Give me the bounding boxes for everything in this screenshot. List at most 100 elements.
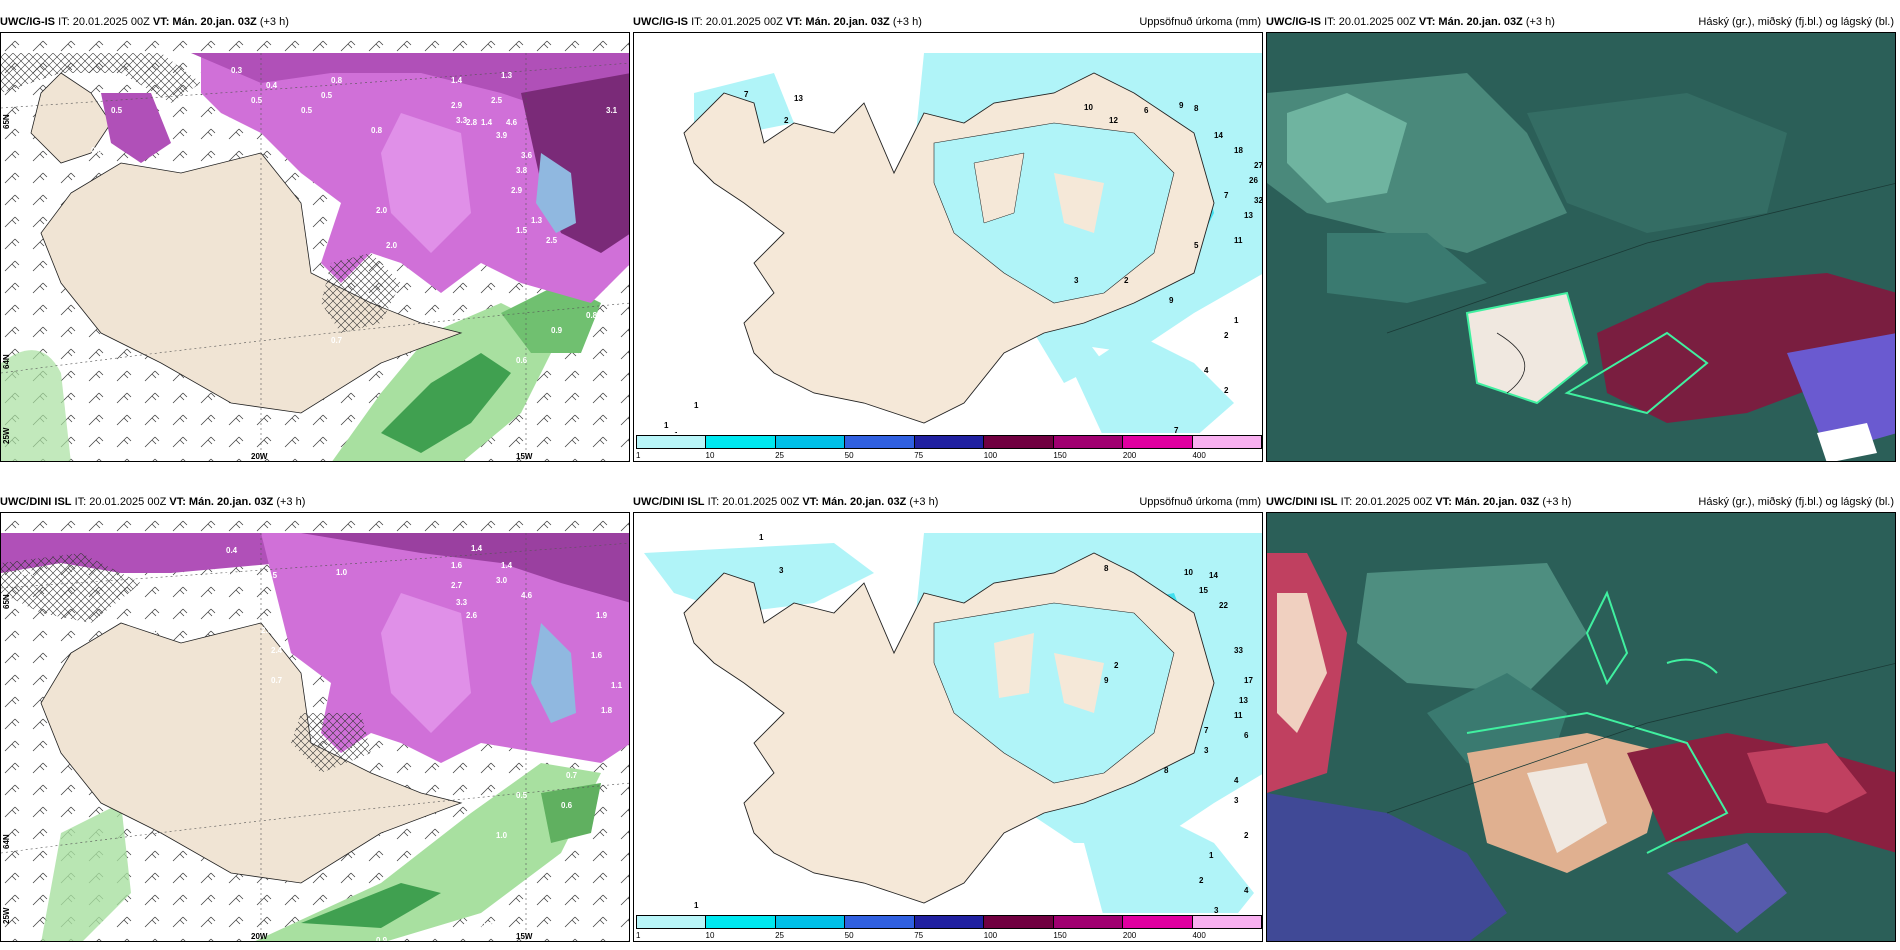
valid-time: VT: Mán. 20.jan. 03Z xyxy=(152,16,257,28)
value-label: 3 xyxy=(1074,276,1079,285)
value-label: 3.9 xyxy=(496,131,508,140)
model-name: UWC/DINI ISL xyxy=(633,496,705,508)
colorbar-tick: 100 xyxy=(983,451,998,460)
value-label: 7 xyxy=(1224,191,1229,200)
value-label: 2.7 xyxy=(451,581,463,590)
value-label: 10 xyxy=(1184,568,1193,577)
panel-header: UWC/DINI ISL IT: 20.01.2025 00Z VT: Mán.… xyxy=(633,492,1263,512)
value-label: 2 xyxy=(1124,276,1129,285)
lat-label-25w: 25W xyxy=(2,427,11,444)
value-label: 22 xyxy=(1219,601,1228,610)
colorbar-cell xyxy=(775,916,846,928)
value-label: 0.6 xyxy=(561,801,573,810)
valid-time: VT: Mán. 20.jan. 03Z xyxy=(169,496,274,508)
map-wind-snow[interactable]: 0.3 0.4 0.5 0.8 0.5 1.4 1.3 2.5 3.1 2.9 3.3 2.8 1.4 4… xyxy=(0,32,630,462)
panel-dini-wind: UWC/DINI ISL IT: 20.01.2025 00Z VT: Mán.… xyxy=(0,492,630,942)
colorbar-tick: 75 xyxy=(914,931,924,940)
value-label: 2.0 xyxy=(386,241,398,250)
value-label: 1.5 xyxy=(516,226,528,235)
lat-label-64n: 64N xyxy=(2,834,11,849)
model-name: UWC/IG-IS xyxy=(633,16,688,28)
value-label: 1.8 xyxy=(601,706,613,715)
colorbar-cell xyxy=(1192,916,1261,928)
colorbar-cell xyxy=(706,916,776,928)
value-label: 3.6 xyxy=(521,151,533,160)
value-label: 8 xyxy=(1164,766,1169,775)
colorbar-tick: 50 xyxy=(844,451,854,460)
value-label: 2.4 xyxy=(271,646,283,655)
panel-igis-precip: UWC/IG-IS IT: 20.01.2025 00Z VT: Mán. 20… xyxy=(633,12,1263,462)
map-precip[interactable]: 1 3 8 10 14 15 22 33 17 13 11 7 6 4 3 2 1 9 2 3 8 1 2 4 3 1 10 25 5… xyxy=(633,512,1263,942)
colorbar: 1 10 25 50 75 100 150 200 400 xyxy=(634,433,1262,461)
model-name: UWC/DINI ISL xyxy=(0,496,72,508)
lon-label-20w: 20W xyxy=(251,932,268,941)
value-label: 27 xyxy=(1254,161,1263,170)
init-time: IT: 20.01.2025 00Z xyxy=(691,16,783,28)
value-label: 15 xyxy=(1199,586,1208,595)
field-title: Háský (gr.), miðský (fj.bl.) og lágský (… xyxy=(1698,16,1894,28)
value-label: 3 xyxy=(779,566,784,575)
map-precip[interactable]: 7 13 2 10 12 6 9 8 14 18 27 26 32 13 11 7 5 3 2 9 1 2 2 4 7 1 1 1 1… xyxy=(633,32,1263,462)
field-title: Uppsöfnuð úrkoma (mm) xyxy=(1139,16,1261,28)
value-label: 0.8 xyxy=(371,126,383,135)
init-time: IT: 20.01.2025 00Z xyxy=(707,496,800,508)
value-label: 1.1 xyxy=(611,681,623,690)
value-label: 2.0 xyxy=(376,206,388,215)
value-label: 18 xyxy=(1234,146,1243,155)
lat-label-64n: 64N xyxy=(2,354,11,369)
map-wind-snow[interactable]: 0.4 0.3 0.5 1.0 0.3 1.4 1.6 3.0 1.4 2.7 3.3 2.6 4.6 1… xyxy=(0,512,630,942)
colorbar-tick: 200 xyxy=(1122,931,1137,940)
colorbar-tick: 1 xyxy=(636,451,641,460)
value-label: 1.4 xyxy=(501,561,513,570)
colorbar-tick: 75 xyxy=(914,451,924,460)
value-label: 6 xyxy=(1144,106,1149,115)
colorbar-tick: 50 xyxy=(844,931,854,940)
field-title: Uppsöfnuð úrkoma (mm) xyxy=(1139,496,1261,508)
value-label: 2.5 xyxy=(491,96,503,105)
lead-time: (+3 h) xyxy=(276,496,306,508)
value-label: 1 xyxy=(1209,851,1214,860)
model-name: UWC/IG-IS xyxy=(0,16,55,28)
value-label: 11 xyxy=(1234,236,1243,245)
map-clouds[interactable] xyxy=(1266,512,1896,942)
value-label: 1.4 xyxy=(481,118,493,127)
colorbar-tick: 200 xyxy=(1122,451,1137,460)
panel-header: UWC/DINI ISL IT: 20.01.2025 00Z VT: Mán.… xyxy=(0,492,630,512)
lon-label-15w: 15W xyxy=(516,932,533,941)
value-label: 7 xyxy=(744,90,749,99)
lead-time: (+3 h) xyxy=(892,16,922,28)
value-label: 1 xyxy=(694,901,699,910)
colorbar-cell xyxy=(984,916,1054,928)
value-label: 0.5 xyxy=(111,106,123,115)
colorbar-tick: 25 xyxy=(775,451,785,460)
value-label: 4.6 xyxy=(506,118,518,127)
panel-header: UWC/IG-IS IT: 20.01.2025 00Z VT: Mán. 20… xyxy=(1266,12,1896,32)
colorbar-cells xyxy=(636,435,1262,449)
lon-label-15w: 15W xyxy=(516,452,533,461)
value-label: 17 xyxy=(1244,676,1253,685)
value-label: 2 xyxy=(1199,876,1204,885)
value-label: 0.5 xyxy=(266,571,278,580)
valid-time: VT: Mán. 20.jan. 03Z xyxy=(1435,496,1540,508)
value-label: 0.6 xyxy=(151,156,163,165)
value-label: 33 xyxy=(1234,646,1243,655)
colorbar-cell xyxy=(637,436,707,448)
value-label: 1.0 xyxy=(496,831,508,840)
value-label: 1.4 xyxy=(471,544,483,553)
panel-header: UWC/IG-IS IT: 20.01.2025 00Z VT: Mán. 20… xyxy=(0,12,630,32)
value-label: 26 xyxy=(1249,176,1258,185)
valid-time: VT: Mán. 20.jan. 03Z xyxy=(802,496,907,508)
value-label: 0.8 xyxy=(481,921,493,930)
value-label: 0.4 xyxy=(226,546,238,555)
valid-time: VT: Mán. 20.jan. 03Z xyxy=(1418,16,1523,28)
lead-time: (+3 h) xyxy=(1525,16,1555,28)
value-label: 3.0 xyxy=(496,576,508,585)
value-label: 0.3 xyxy=(21,568,33,577)
map-clouds[interactable] xyxy=(1266,32,1896,462)
value-label: 0.4 xyxy=(266,81,278,90)
colorbar-tick: 100 xyxy=(983,931,998,940)
value-label: 11 xyxy=(1234,711,1243,720)
value-label: 4.6 xyxy=(521,591,533,600)
value-label: 3.3 xyxy=(456,116,468,125)
value-label: 2 xyxy=(1114,661,1119,670)
